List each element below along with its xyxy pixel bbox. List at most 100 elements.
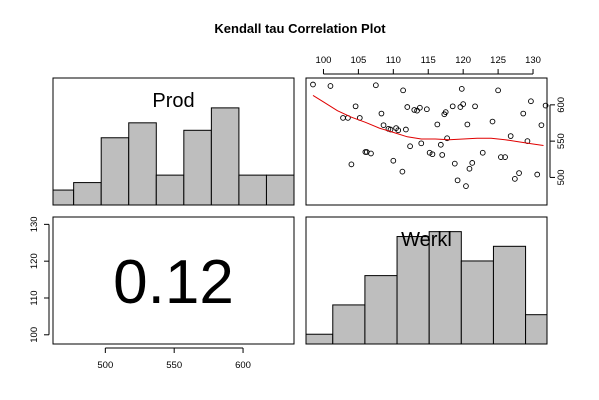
scatter-point (489, 118, 496, 125)
scatter-point (520, 110, 527, 117)
scatter-point (516, 170, 522, 176)
scatter-point (373, 82, 379, 89)
hist-werkl (305, 231, 548, 345)
tick-label: 100 (316, 55, 332, 66)
tick-label: 500 (556, 169, 567, 185)
hist-prod-bar (210, 107, 240, 206)
scatter-point (437, 141, 444, 148)
scatter-point (403, 126, 409, 133)
scatter-point (429, 151, 436, 158)
tick-label: 110 (386, 55, 401, 66)
scatter-point (352, 103, 359, 110)
tick-label: 100 (29, 327, 40, 343)
scatter-point (395, 127, 402, 134)
tick-label: 110 (29, 290, 40, 305)
scatter-point (502, 154, 508, 160)
scatter-point (411, 107, 418, 113)
hist-werkl-bar (305, 333, 334, 345)
scatter-point (451, 160, 458, 167)
hist-prod-bar (155, 174, 185, 206)
hist-prod-bar (100, 137, 130, 206)
hist-werkl-bar (364, 275, 398, 345)
panel-correlation (52, 216, 295, 345)
hist-prod-bar (183, 129, 212, 206)
hist-prod (52, 107, 295, 206)
scatter-point (418, 140, 425, 147)
scatter-point (464, 121, 471, 128)
scatter-point (310, 81, 316, 88)
correlation-value: 0.12 (113, 248, 234, 317)
hist-prod-bar (52, 189, 75, 206)
hist-prod-bar (238, 174, 267, 206)
hist-werkl-bar (525, 314, 548, 345)
scatter-point (414, 107, 420, 114)
tick-label: 120 (455, 55, 471, 66)
scatter-point (449, 103, 456, 110)
scatter-point (454, 177, 461, 184)
hist-werkl-bar (428, 231, 462, 345)
scatter-point (457, 104, 464, 110)
axis-y-left: 100 110 120 130 (29, 216, 50, 343)
hist-werkl-bar (332, 304, 366, 345)
tick-label: 130 (29, 216, 40, 232)
scatter-point (417, 104, 423, 111)
scatter-point (423, 106, 430, 113)
scatter-point (434, 121, 441, 128)
hist-prod-bar (128, 122, 157, 206)
scatter-point (390, 157, 397, 164)
scatter-point (442, 109, 449, 115)
scatter-point (407, 143, 413, 150)
tick-label: 105 (350, 55, 366, 66)
scatter-point (512, 176, 518, 182)
tick-label: 600 (235, 360, 251, 371)
scatter-point (507, 133, 514, 139)
variable-label-werkl: Werkl (401, 229, 452, 251)
tick-label: 500 (97, 360, 113, 371)
axis-x-top: 100 105 110 115 120 125 130 (316, 55, 541, 75)
axis-x-bottom: 500 550 600 (97, 347, 251, 371)
tick-label: 125 (490, 55, 506, 66)
scatter-point (426, 149, 433, 156)
scatter-point (460, 101, 467, 107)
scatter-point (399, 168, 406, 175)
scatter-point (380, 122, 387, 129)
scatter-point (404, 104, 411, 110)
tick-label: 115 (421, 55, 436, 66)
scatter-point (538, 122, 545, 129)
scatter-point (368, 150, 374, 157)
tick-label: 130 (525, 55, 541, 66)
smooth-line (312, 94, 544, 146)
scatter-point (528, 98, 534, 105)
scatter-point (439, 152, 446, 158)
scatter-point (542, 102, 549, 109)
scatter-point (463, 183, 469, 189)
hist-werkl-bar (396, 236, 430, 345)
scatter-point (466, 165, 473, 172)
hist-werkl-bar (460, 260, 494, 345)
variable-label-prod: Prod (152, 90, 194, 112)
scatter-point (327, 83, 334, 89)
tick-label: 550 (556, 133, 567, 149)
tick-label: 600 (556, 97, 567, 113)
tick-label: 550 (166, 360, 182, 371)
scatter-point (340, 115, 346, 121)
scatter-point (495, 87, 501, 94)
tick-label: 120 (29, 253, 40, 269)
chart-title: Kendall tau Correlation Plot (214, 21, 386, 36)
hist-prod-bar (265, 174, 295, 206)
scatter-point (444, 135, 450, 142)
scatter-point (348, 161, 355, 168)
hist-prod-bar (73, 182, 102, 206)
scatter-point (498, 154, 504, 160)
scatter-points (310, 81, 549, 189)
axis-y-right: 500 550 600 (549, 97, 567, 185)
panel-scatter (305, 77, 548, 206)
scatter-point (479, 149, 486, 156)
scatter-point (458, 86, 465, 92)
scatter-point (534, 171, 541, 178)
scatter-point (469, 160, 476, 166)
scatter-point (472, 103, 478, 110)
scatter-point (378, 110, 385, 117)
scatter-point (400, 87, 406, 94)
